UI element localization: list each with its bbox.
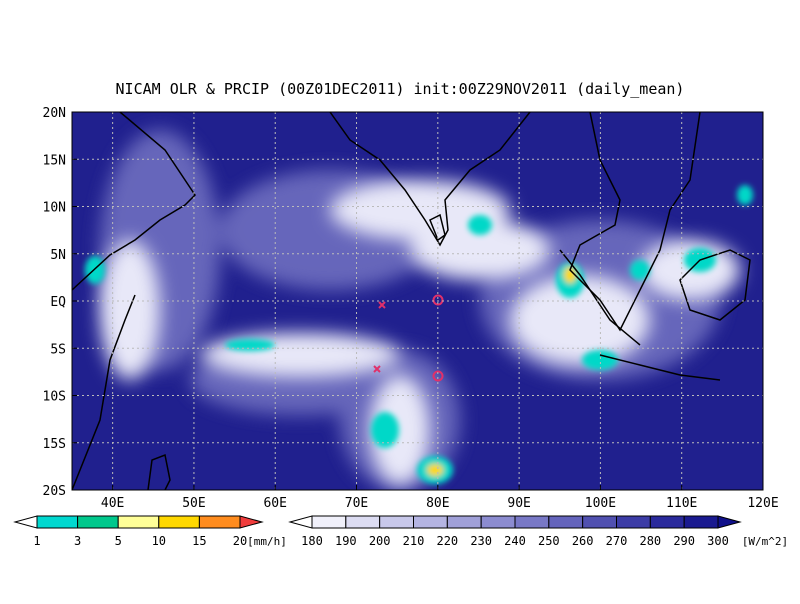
- map: [72, 112, 763, 490]
- lat-label: EQ: [50, 295, 66, 310]
- legend-swatch: [117, 515, 160, 529]
- legend-unit: [mm/h]: [247, 535, 287, 548]
- legend-swatch: [158, 515, 200, 529]
- legend-label: 250: [538, 534, 560, 548]
- legend-swatch: [198, 515, 241, 529]
- title: NICAM OLR & PRCIP (00Z01DEC2011) init:00…: [116, 80, 685, 98]
- lon-label: 90E: [507, 496, 530, 511]
- legend-swatch: [649, 515, 685, 529]
- legend-label: 260: [572, 534, 594, 548]
- lon-label: 120E: [747, 496, 778, 511]
- lon-label: 60E: [263, 496, 286, 511]
- legend-swatch: [548, 515, 584, 529]
- legend-arrow: [239, 515, 264, 529]
- legend-label: 180: [301, 534, 323, 548]
- legend-unit: [W/m^2]: [742, 535, 788, 548]
- legend-label: 20: [233, 534, 247, 548]
- lat-label: 20S: [43, 484, 66, 499]
- legend-arrow: [288, 515, 313, 529]
- legend-swatch: [582, 515, 618, 529]
- legend-label: 190: [335, 534, 357, 548]
- lon-label: 100E: [585, 496, 616, 511]
- legend-label: 220: [436, 534, 458, 548]
- lat-label: 20N: [43, 106, 66, 121]
- lat-label: 5S: [50, 342, 66, 357]
- legend-swatch: [345, 515, 381, 529]
- legend-label: 230: [470, 534, 492, 548]
- legend-swatch: [36, 515, 79, 529]
- lat-label: 10S: [43, 390, 66, 405]
- legend-label: 270: [606, 534, 628, 548]
- lat-label: 15N: [43, 153, 66, 168]
- lon-label: 50E: [182, 496, 205, 511]
- lon-label: 80E: [426, 496, 449, 511]
- legend-label: 280: [639, 534, 661, 548]
- legend-swatch: [480, 515, 516, 529]
- legends: 1 3 5 10 15 20 [mm/h] 180 190 200 210 220 230 240 250 2…: [13, 515, 788, 548]
- legend-arrow: [13, 515, 38, 529]
- legend-swatch: [446, 515, 482, 529]
- legend-swatch: [311, 515, 347, 529]
- legend-label: 210: [403, 534, 425, 548]
- legend-swatch: [413, 515, 448, 529]
- lat-label: 15S: [43, 437, 66, 452]
- legend-swatch: [683, 515, 719, 529]
- legend-label: 290: [673, 534, 695, 548]
- legend-label: 15: [192, 534, 206, 548]
- legend-swatch: [379, 515, 414, 529]
- legend-label: 1: [33, 534, 40, 548]
- lon-label: 110E: [666, 496, 697, 511]
- lon-label: 40E: [101, 496, 124, 511]
- legend-arrow: [717, 515, 742, 529]
- legend-swatch: [514, 515, 550, 529]
- legend-label: 300: [707, 534, 729, 548]
- legend-label: 200: [369, 534, 391, 548]
- lon-label: 70E: [345, 496, 368, 511]
- legend-label: 240: [504, 534, 526, 548]
- legend-label: 10: [152, 534, 166, 548]
- legend-label: 5: [115, 534, 122, 548]
- legend-swatch: [77, 515, 119, 529]
- legend-swatch: [616, 515, 651, 529]
- legend-label: 3: [74, 534, 81, 548]
- lat-label: 5N: [50, 248, 66, 263]
- axes: 20N 15N 10N 5N EQ 5S 10S 15S 20S 40E 50E 60E 70E 80E 9…: [43, 106, 779, 511]
- lat-label: 10N: [43, 201, 66, 216]
